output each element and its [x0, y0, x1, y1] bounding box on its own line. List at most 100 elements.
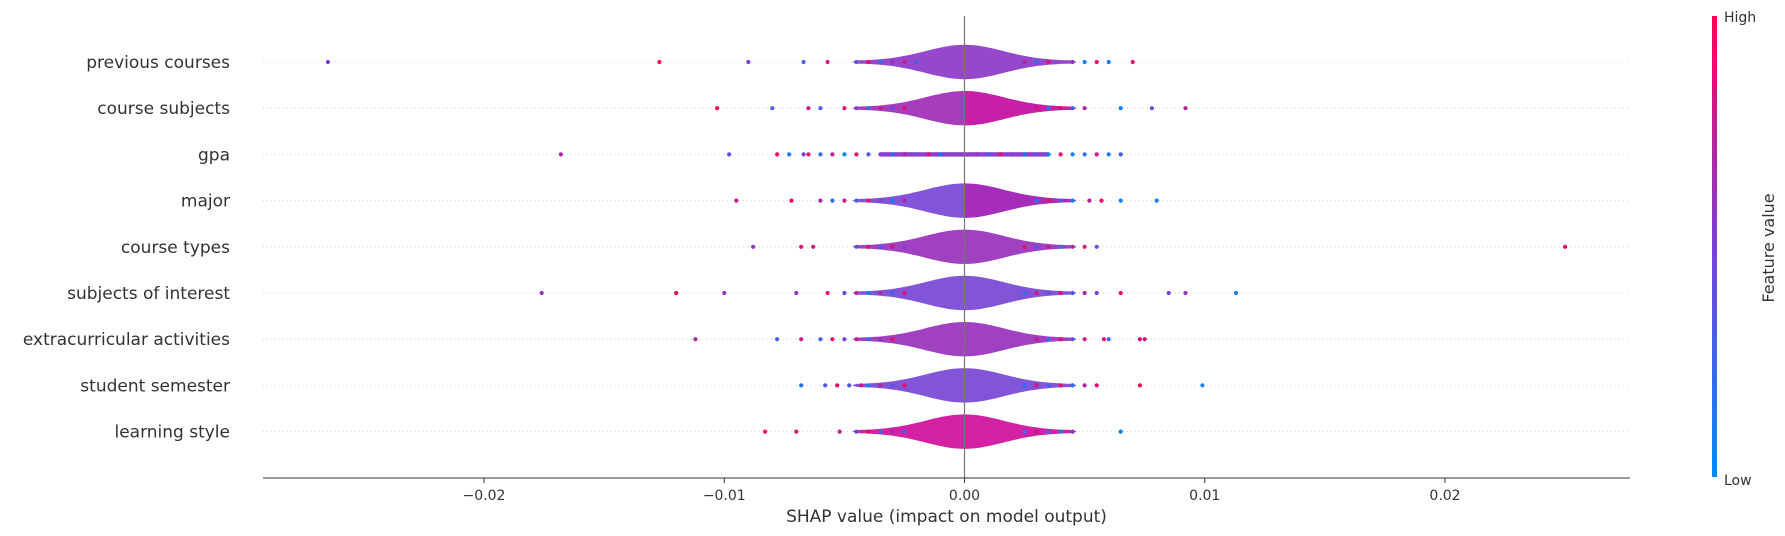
data-point	[842, 337, 847, 342]
feature-label: gpa	[198, 145, 230, 165]
data-point	[866, 244, 871, 249]
colorbar-gradient	[1712, 16, 1717, 477]
x-tick-label: 0.00	[949, 488, 980, 504]
data-point	[866, 59, 871, 65]
data-point	[902, 106, 907, 111]
data-point	[1034, 290, 1039, 296]
data-point	[818, 106, 823, 111]
data-point	[1034, 59, 1039, 65]
data-point	[1034, 383, 1039, 388]
data-point	[1022, 429, 1027, 434]
data-point	[806, 106, 811, 111]
feature-label: course types	[121, 238, 230, 258]
data-point	[674, 290, 679, 296]
data-point	[854, 429, 859, 434]
data-point	[825, 59, 830, 65]
data-point	[1183, 290, 1188, 296]
data-point	[811, 244, 816, 249]
data-point	[842, 152, 847, 157]
data-point	[1046, 290, 1051, 296]
data-point	[1010, 152, 1015, 157]
data-point	[734, 198, 739, 203]
data-point	[1058, 244, 1063, 249]
data-point	[866, 198, 871, 203]
data-point	[878, 59, 883, 65]
data-point	[1070, 429, 1075, 434]
data-point	[1118, 198, 1123, 203]
data-point	[1082, 337, 1087, 342]
data-point	[1082, 106, 1087, 111]
feature-labels: previous courses course subjects gpa major c…	[23, 53, 230, 443]
data-point	[1183, 106, 1188, 111]
data-point	[727, 152, 732, 157]
data-point	[770, 106, 775, 111]
data-point	[1070, 383, 1075, 388]
data-point	[878, 383, 883, 388]
data-point	[926, 152, 931, 157]
data-point	[1106, 152, 1111, 157]
data-point	[1094, 383, 1099, 388]
data-point	[1070, 244, 1075, 249]
data-point	[1118, 106, 1123, 111]
colorbar-title: Feature value	[1759, 193, 1778, 302]
data-point	[801, 152, 806, 157]
data-point	[866, 106, 871, 111]
data-point	[1106, 337, 1111, 342]
data-point	[902, 383, 907, 388]
data-point	[847, 383, 852, 388]
data-point	[890, 106, 895, 111]
data-point	[890, 383, 895, 388]
data-point	[1034, 152, 1039, 157]
data-point	[890, 244, 895, 249]
data-point	[1070, 290, 1075, 296]
data-point	[1106, 59, 1111, 65]
data-point	[1118, 429, 1123, 434]
data-point	[830, 152, 835, 157]
data-point	[1058, 198, 1063, 203]
data-point	[1022, 383, 1027, 388]
data-point	[657, 59, 662, 65]
data-point	[789, 198, 794, 203]
colorbar-low-label: Low	[1724, 473, 1752, 489]
data-point	[974, 152, 979, 157]
data-point	[1154, 198, 1159, 203]
data-point	[1058, 383, 1063, 388]
data-point	[1022, 244, 1027, 249]
data-point	[866, 383, 871, 388]
data-point	[842, 198, 847, 203]
data-point	[854, 290, 859, 296]
data-point	[801, 59, 806, 65]
feature-label: subjects of interest	[67, 284, 230, 304]
data-point	[1070, 152, 1075, 157]
data-point	[866, 290, 871, 296]
x-tick-label: −0.02	[463, 488, 506, 504]
data-point	[1070, 337, 1075, 342]
data-point	[1034, 429, 1039, 434]
data-point	[1149, 106, 1154, 111]
data-point	[1233, 290, 1239, 296]
data-point	[799, 244, 804, 249]
data-point	[1094, 290, 1099, 296]
feature-label: previous courses	[86, 53, 230, 73]
data-point	[1082, 152, 1087, 157]
data-point	[854, 198, 859, 203]
data-point	[902, 152, 907, 157]
feature-label: learning style	[114, 423, 230, 443]
data-point	[902, 244, 907, 249]
data-point	[1142, 337, 1147, 342]
data-point	[1130, 59, 1135, 65]
data-point	[890, 429, 895, 434]
data-point	[1070, 106, 1075, 111]
data-point	[818, 198, 823, 203]
data-point	[1046, 337, 1051, 342]
data-point	[842, 290, 847, 296]
data-point	[878, 290, 883, 296]
x-axis: −0.02 −0.01 0.00 0.01 0.02	[263, 477, 1630, 504]
data-point	[722, 290, 727, 296]
data-point	[830, 337, 835, 342]
data-point	[1137, 383, 1142, 388]
data-point	[823, 383, 828, 388]
data-point	[878, 152, 883, 157]
data-point	[878, 106, 883, 111]
